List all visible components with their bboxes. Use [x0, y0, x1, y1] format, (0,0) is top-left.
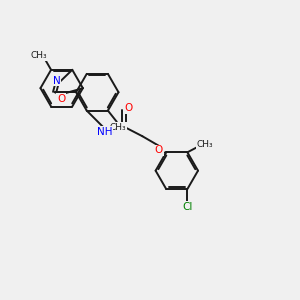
Text: N: N — [53, 76, 60, 85]
Text: CH₃: CH₃ — [197, 140, 213, 149]
Text: O: O — [154, 145, 163, 155]
Text: O: O — [57, 94, 65, 103]
Text: CH₃: CH₃ — [30, 51, 47, 60]
Text: CH₃: CH₃ — [109, 123, 126, 132]
Text: Cl: Cl — [182, 202, 193, 212]
Text: NH: NH — [97, 127, 112, 137]
Text: O: O — [124, 103, 133, 113]
